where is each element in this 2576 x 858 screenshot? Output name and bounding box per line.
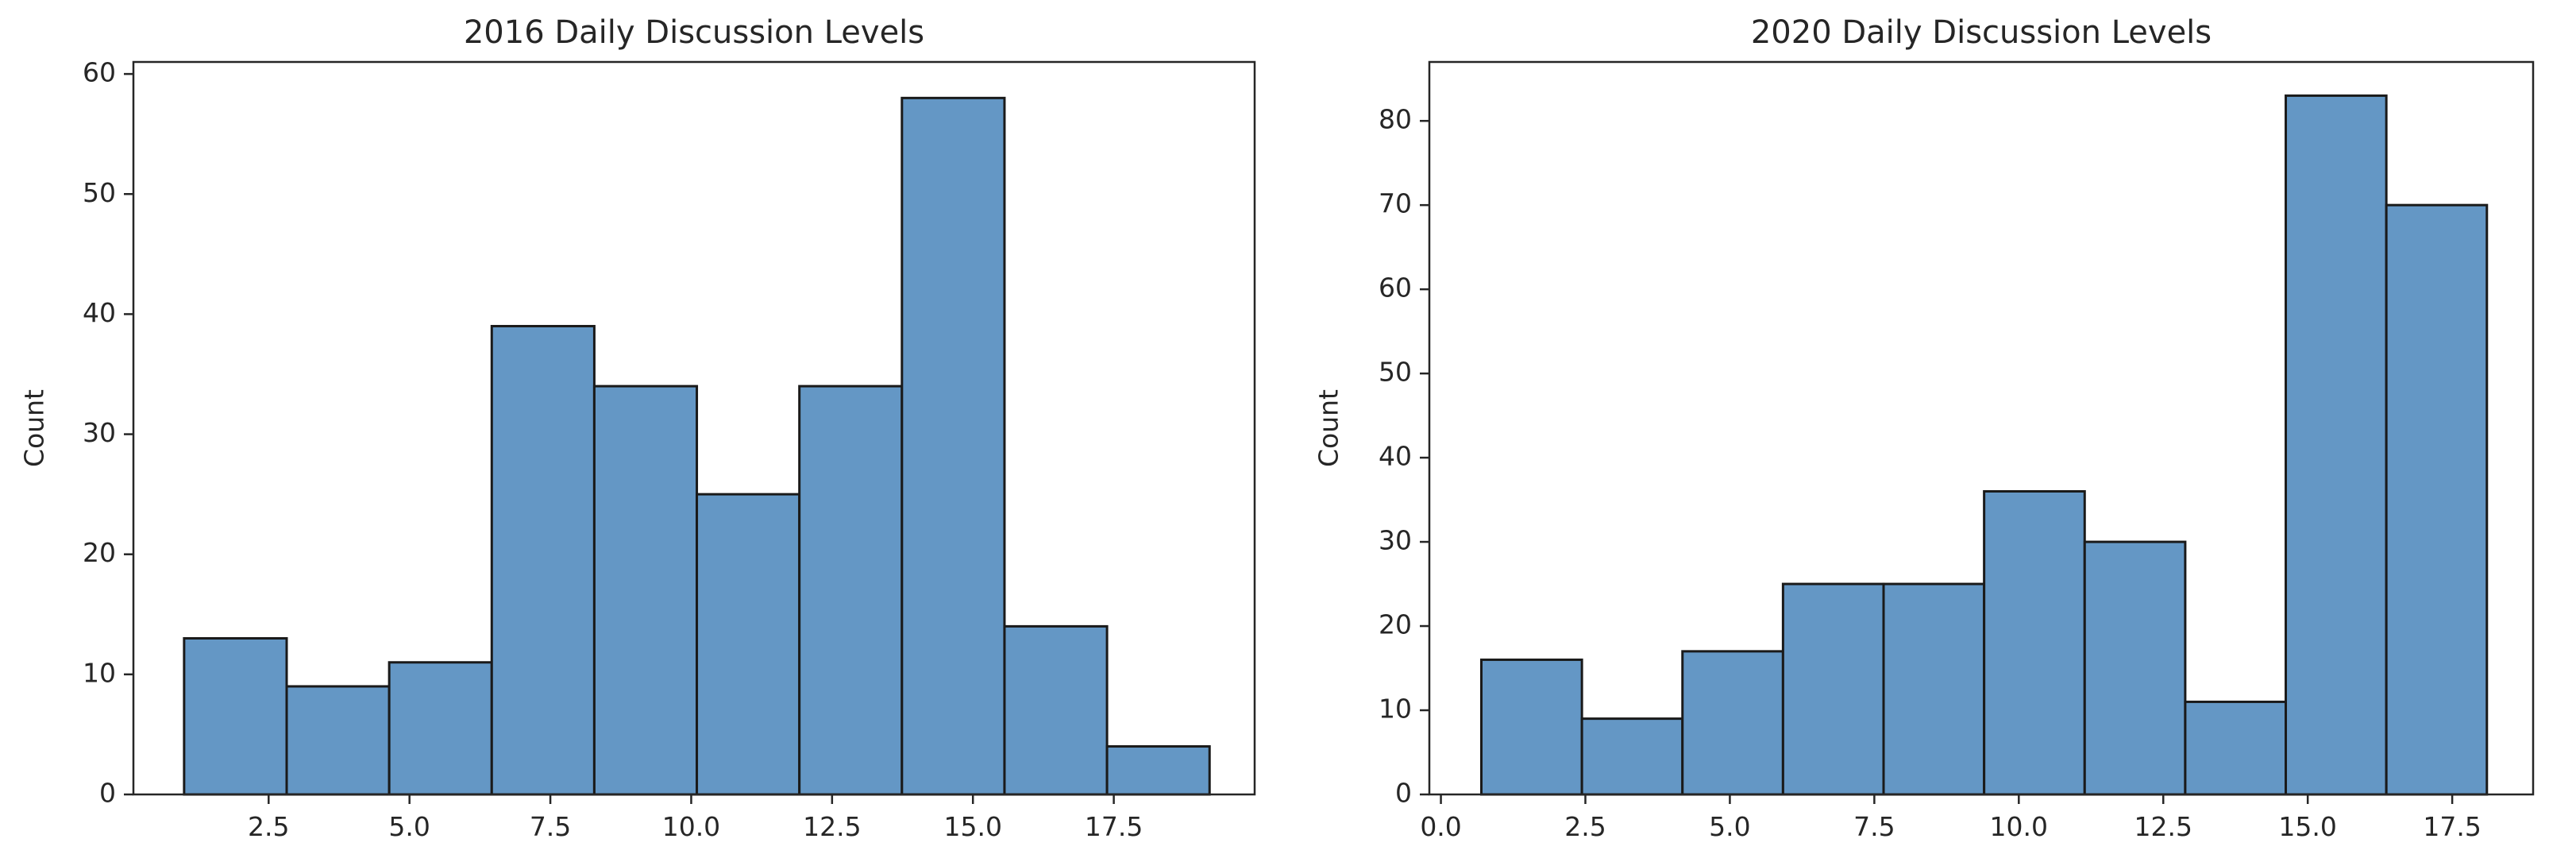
y-tick-label-2020-20: 20 bbox=[1379, 609, 1412, 640]
bar-2016-4 bbox=[490, 325, 596, 796]
y-axis-label-2016: Count bbox=[19, 389, 50, 467]
plot-frame-2020 bbox=[1428, 60, 2535, 796]
y-tick-label-2016-10: 10 bbox=[83, 657, 116, 688]
x-tick-label-2016-15.0: 15.0 bbox=[943, 811, 1001, 842]
x-tick-label-2020-10.0: 10.0 bbox=[1990, 811, 2048, 842]
bar-2020-10 bbox=[2385, 203, 2489, 796]
y-tick-label-2016-0: 0 bbox=[99, 778, 116, 809]
y-ticks-2016: 0 10 20 30 40 50 60 bbox=[83, 57, 133, 809]
chart-title-2016: 2016 Daily Discussion Levels bbox=[464, 14, 924, 51]
y-tick-label-2020-0: 0 bbox=[1395, 778, 1412, 809]
bar-2016-8 bbox=[900, 96, 1006, 796]
bar-2020-7 bbox=[2083, 540, 2187, 796]
x-tick-label-2020-0.0: 0.0 bbox=[1420, 811, 1461, 842]
y-tick-label-2020-70: 70 bbox=[1379, 188, 1412, 219]
y-tick-label-2016-50: 50 bbox=[83, 177, 116, 208]
x-tick-label-2016-12.5: 12.5 bbox=[803, 811, 861, 842]
y-tick-label-2020-40: 40 bbox=[1379, 441, 1412, 472]
x-tick-label-2020-15.0: 15.0 bbox=[2278, 811, 2336, 842]
bar-2016-5 bbox=[592, 385, 699, 796]
x-tick-label-2020-17.5: 17.5 bbox=[2423, 811, 2481, 842]
x-tick-label-2016-2.5: 2.5 bbox=[248, 811, 289, 842]
y-tick-label-2020-10: 10 bbox=[1379, 694, 1412, 725]
x-tick-label-2020-5.0: 5.0 bbox=[1709, 811, 1750, 842]
bar-2016-6 bbox=[696, 493, 801, 796]
bar-2016-1 bbox=[183, 637, 288, 796]
bar-2020-8 bbox=[2184, 700, 2288, 796]
x-ticks-2016: 2.5 5.0 7.5 10.0 12.5 15.0 17.5 bbox=[248, 794, 1143, 842]
chart-title-2020: 2020 Daily Discussion Levels bbox=[1751, 14, 2212, 51]
y-tick-label-2016-40: 40 bbox=[83, 297, 116, 328]
bar-2020-3 bbox=[1681, 650, 1784, 796]
x-tick-label-2020-12.5: 12.5 bbox=[2134, 811, 2192, 842]
y-ticks-2020: 0 10 20 30 40 50 60 70 80 bbox=[1379, 104, 1429, 809]
y-axis-label-2020: Count bbox=[1313, 389, 1344, 467]
y-tick-label-2020-50: 50 bbox=[1379, 357, 1412, 388]
x-tick-label-2016-5.0: 5.0 bbox=[388, 811, 430, 842]
bar-2016-10 bbox=[1105, 745, 1211, 796]
y-tick-label-2020-80: 80 bbox=[1379, 104, 1412, 135]
bar-2016-2 bbox=[285, 685, 391, 796]
x-tick-label-2020-2.5: 2.5 bbox=[1564, 811, 1606, 842]
bar-2020-1 bbox=[1479, 658, 1583, 796]
bar-2016-9 bbox=[1003, 624, 1109, 796]
bar-2020-6 bbox=[1983, 489, 2086, 796]
y-tick-label-2016-60: 60 bbox=[83, 57, 116, 88]
bar-2020-5 bbox=[1882, 582, 1986, 796]
bar-2016-7 bbox=[798, 385, 904, 796]
bar-2020-4 bbox=[1781, 582, 1885, 796]
histogram-2016: 2016 Daily Discussion Levels Count 0 10 20… bbox=[19, 14, 1256, 842]
x-tick-label-2016-10.0: 10.0 bbox=[662, 811, 720, 842]
y-tick-label-2020-30: 30 bbox=[1379, 525, 1412, 556]
y-tick-label-2016-20: 20 bbox=[83, 537, 116, 568]
bar-2020-9 bbox=[2285, 94, 2388, 796]
bars-2016 bbox=[183, 96, 1211, 796]
x-tick-label-2016-7.5: 7.5 bbox=[530, 811, 571, 842]
histogram-2020: 2020 Daily Discussion Levels Count 0 10 20… bbox=[1313, 14, 2535, 842]
x-tick-label-2016-17.5: 17.5 bbox=[1085, 811, 1143, 842]
bar-2016-3 bbox=[388, 661, 493, 796]
x-ticks-2020: 0.0 2.5 5.0 7.5 10.0 12.5 15.0 17.5 bbox=[1420, 794, 2482, 842]
plot-frame-2016 bbox=[132, 60, 1256, 796]
bar-2020-2 bbox=[1580, 717, 1684, 796]
bars-2020 bbox=[1479, 94, 2489, 796]
y-tick-label-2020-60: 60 bbox=[1379, 272, 1412, 303]
y-tick-label-2016-30: 30 bbox=[83, 417, 116, 448]
x-tick-label-2020-7.5: 7.5 bbox=[1853, 811, 1895, 842]
